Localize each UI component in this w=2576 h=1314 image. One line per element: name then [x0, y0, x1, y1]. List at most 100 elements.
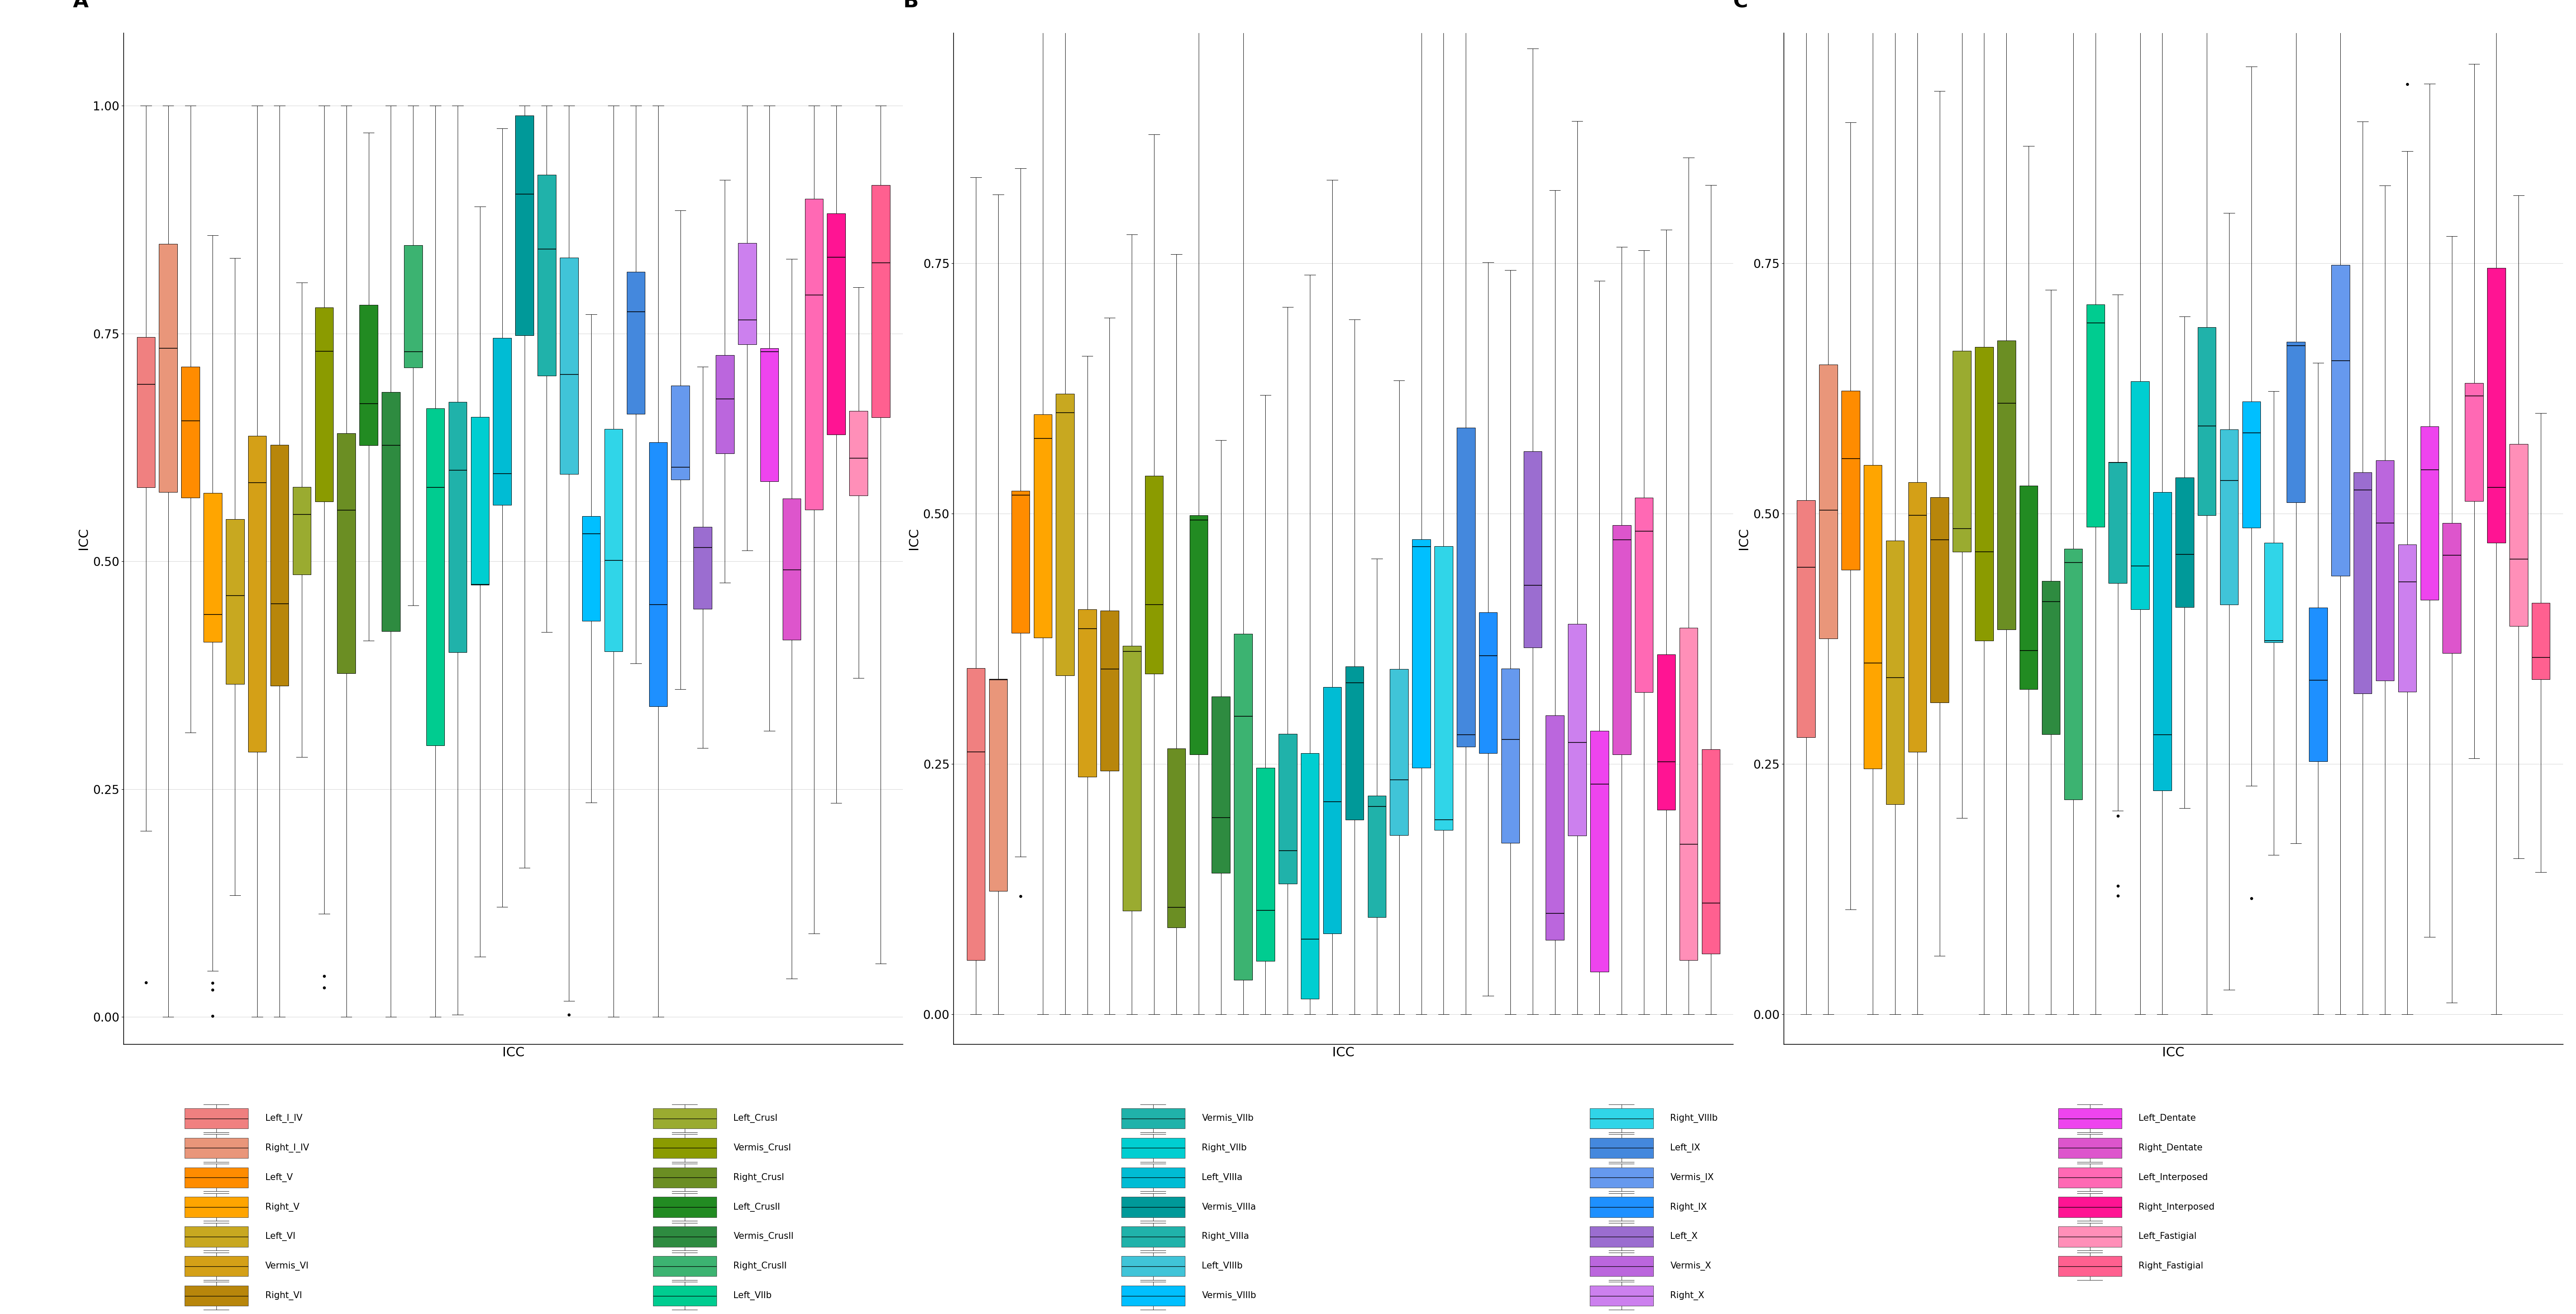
Bar: [1636, 498, 1654, 692]
Bar: [1589, 1108, 1654, 1129]
Text: Vermis_CrusI: Vermis_CrusI: [734, 1143, 791, 1152]
Bar: [1929, 497, 1947, 703]
Bar: [2442, 523, 2460, 653]
Bar: [2354, 473, 2372, 694]
Bar: [1569, 624, 1587, 836]
Bar: [1144, 476, 1164, 674]
Bar: [185, 1167, 247, 1188]
Text: Left_IX: Left_IX: [1669, 1143, 1700, 1152]
Bar: [2043, 581, 2061, 735]
Text: Left_Interposed: Left_Interposed: [2138, 1173, 2208, 1183]
Bar: [1257, 767, 1275, 961]
Y-axis label: ICC: ICC: [77, 527, 90, 549]
Bar: [1522, 451, 1543, 648]
Bar: [1121, 1256, 1185, 1276]
Bar: [2375, 460, 2393, 681]
Bar: [2063, 549, 2081, 799]
Y-axis label: ICC: ICC: [1736, 527, 1749, 549]
Bar: [1234, 633, 1252, 980]
Bar: [652, 1226, 716, 1247]
Text: Right_X: Right_X: [1669, 1292, 1705, 1301]
Bar: [1435, 547, 1453, 830]
Bar: [1996, 340, 2014, 629]
Bar: [2465, 382, 2483, 501]
Text: Right_VIIIa: Right_VIIIa: [1203, 1233, 1249, 1242]
Text: Left_CrusI: Left_CrusI: [734, 1114, 778, 1123]
Text: Vermis_VIIIb: Vermis_VIIIb: [1203, 1292, 1257, 1301]
Bar: [652, 1167, 716, 1188]
Bar: [652, 1138, 716, 1158]
Bar: [1121, 1108, 1185, 1129]
Bar: [471, 417, 489, 585]
Bar: [425, 409, 446, 745]
Text: Vermis_VIIIa: Vermis_VIIIa: [1203, 1202, 1257, 1212]
Bar: [804, 198, 824, 510]
Bar: [2110, 463, 2128, 583]
Bar: [160, 244, 178, 491]
Bar: [1479, 612, 1497, 753]
Bar: [185, 1256, 247, 1276]
Text: Right_CrusI: Right_CrusI: [734, 1173, 783, 1183]
Bar: [247, 436, 265, 752]
Bar: [180, 367, 198, 498]
Bar: [652, 1108, 716, 1129]
Bar: [559, 258, 577, 474]
Bar: [2241, 402, 2262, 528]
Bar: [693, 527, 711, 608]
Bar: [1589, 1138, 1654, 1158]
Bar: [649, 442, 667, 706]
Text: Left_VIIIb: Left_VIIIb: [1203, 1261, 1242, 1271]
Bar: [652, 1197, 716, 1217]
X-axis label: ICC: ICC: [1332, 1047, 1355, 1059]
Bar: [716, 355, 734, 453]
Bar: [1798, 501, 1816, 737]
Bar: [2154, 491, 2172, 791]
Text: Right_VI: Right_VI: [265, 1292, 301, 1301]
Text: Right_VIIb: Right_VIIb: [1203, 1143, 1247, 1152]
Bar: [1589, 1167, 1654, 1188]
Bar: [1123, 646, 1141, 911]
Bar: [1703, 749, 1721, 954]
Bar: [1502, 669, 1520, 842]
Text: Right_Dentate: Right_Dentate: [2138, 1143, 2202, 1152]
Bar: [137, 338, 155, 487]
Bar: [1345, 666, 1363, 820]
Bar: [185, 1285, 247, 1306]
Bar: [1589, 731, 1607, 972]
Bar: [2058, 1138, 2123, 1158]
Bar: [1458, 427, 1476, 746]
Bar: [652, 1256, 716, 1276]
Bar: [2130, 381, 2148, 610]
Bar: [2058, 1167, 2123, 1188]
Bar: [1121, 1167, 1185, 1188]
Bar: [2058, 1197, 2123, 1217]
Bar: [1190, 515, 1208, 754]
Text: Left_V: Left_V: [265, 1173, 294, 1183]
Bar: [1680, 628, 1698, 961]
Bar: [1324, 687, 1342, 933]
Bar: [2488, 268, 2506, 543]
Bar: [1368, 796, 1386, 917]
Bar: [1211, 696, 1229, 872]
X-axis label: ICC: ICC: [2161, 1047, 2184, 1059]
Bar: [2264, 543, 2282, 643]
Text: Vermis_IX: Vermis_IX: [1669, 1173, 1713, 1183]
Bar: [1842, 390, 1860, 570]
Bar: [871, 185, 889, 418]
Bar: [2532, 603, 2550, 679]
Bar: [827, 213, 845, 435]
Bar: [2287, 342, 2306, 502]
Text: Vermis_VIIb: Vermis_VIIb: [1203, 1114, 1255, 1123]
Bar: [1976, 347, 1994, 641]
Bar: [1121, 1285, 1185, 1306]
Text: Right_Fastigial: Right_Fastigial: [2138, 1261, 2202, 1271]
Bar: [1100, 611, 1118, 771]
Bar: [1909, 482, 1927, 752]
Bar: [1412, 540, 1430, 767]
Bar: [2020, 486, 2038, 689]
Text: Left_VI: Left_VI: [265, 1233, 296, 1242]
Bar: [227, 519, 245, 683]
Text: Right_Interposed: Right_Interposed: [2138, 1202, 2215, 1212]
Bar: [1862, 465, 1883, 769]
Bar: [448, 402, 466, 652]
